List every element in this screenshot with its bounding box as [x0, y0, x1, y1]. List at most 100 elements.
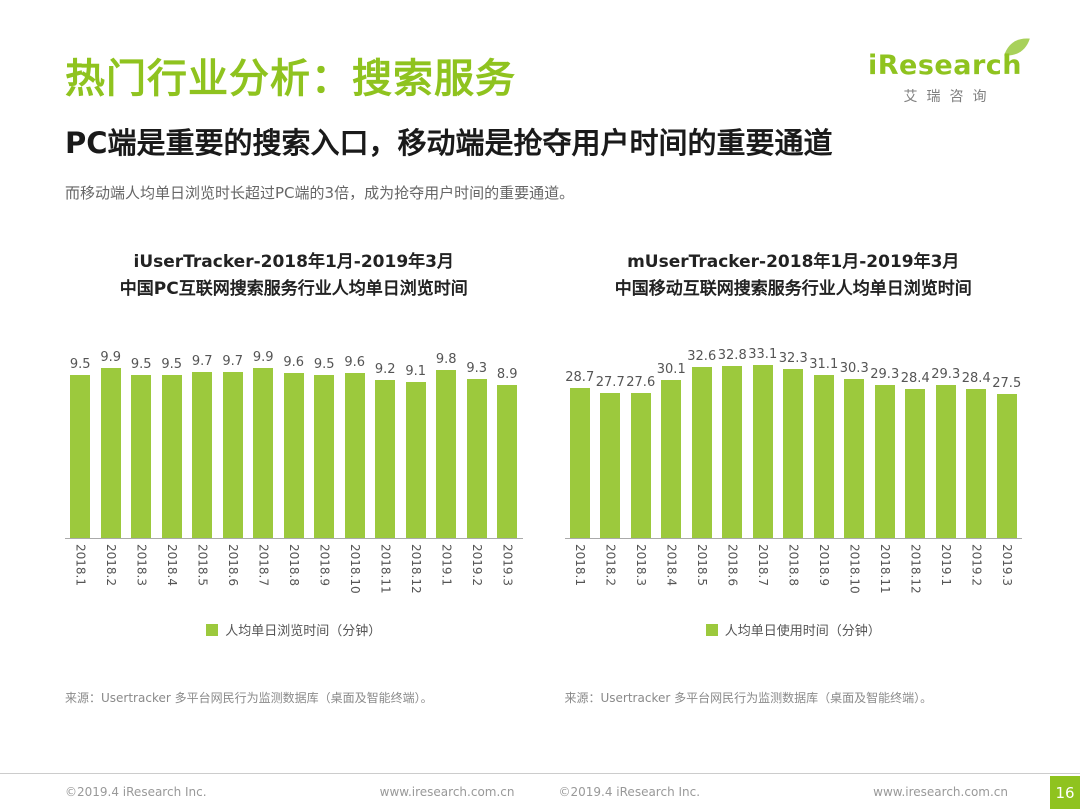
bar — [131, 375, 151, 539]
website-url[interactable]: www.iresearch.com.cn — [379, 785, 515, 799]
bar-value-label: 28.4 — [900, 371, 930, 387]
x-axis-slot: 2018.8 — [778, 544, 809, 606]
bar-value-label: 27.6 — [626, 375, 656, 391]
chart-title-line1: mUserTracker-2018年1月-2019年3月 — [627, 252, 960, 272]
x-axis-slot: 2018.4 — [656, 544, 687, 606]
bar — [222, 371, 243, 539]
bar — [905, 389, 925, 539]
x-axis-label: 2018.11 — [877, 544, 892, 594]
x-axis-label: 2018.6 — [725, 544, 740, 587]
bar-value-label: 9.3 — [466, 360, 488, 376]
x-axis-label: 2018.1 — [572, 544, 587, 587]
x-axis-label: 2019.3 — [500, 544, 515, 587]
leaf-icon — [1004, 38, 1030, 56]
plot-area: 28.7 27.7 27.6 30.1 32.6 32.8 33.1 32.3 31.1 30.3… — [564, 346, 1023, 540]
logo-wordmark: iResearch — [867, 50, 1022, 81]
chart-title-line2: 中国移动互联网搜索服务行业人均单日浏览时间 — [614, 279, 972, 300]
x-axis-label: 2018.10 — [847, 544, 862, 594]
bar-column: 33.1 — [748, 346, 779, 539]
bar — [874, 384, 895, 539]
bar — [630, 393, 651, 539]
bar — [314, 375, 334, 539]
x-axis-label: 2018.9 — [317, 544, 332, 587]
bar — [283, 373, 304, 539]
x-axis-label: 2018.2 — [103, 544, 118, 587]
bar — [966, 389, 986, 539]
bar-column: 32.6 — [687, 349, 718, 539]
bar-column: 32.3 — [778, 349, 809, 539]
x-axis-slot: 2018.1 — [65, 544, 96, 606]
bar-value-label: 31.1 — [809, 357, 839, 373]
x-axis-slot: 2018.6 — [717, 544, 748, 606]
bar-column: 27.6 — [626, 349, 657, 539]
x-axis-slot: 2019.1 — [931, 544, 962, 606]
bar — [100, 368, 121, 539]
x-axis-slot: 2019.1 — [431, 544, 462, 606]
bar-value-label: 9.5 — [69, 357, 91, 373]
bar-value-label: 27.5 — [992, 376, 1022, 392]
chart-title-line1: iUserTracker-2018年1月-2019年3月 — [133, 252, 455, 272]
x-axis-label: 2018.10 — [347, 544, 362, 594]
bar-column: 28.4 — [900, 349, 931, 539]
footer-right: ©2019.4 iResearch Inc. www.iresearch.com… — [537, 785, 1080, 799]
chart-title: iUserTracker-2018年1月-2019年3月 中国PC互联网搜索服务… — [65, 249, 523, 303]
bar-value-label: 30.3 — [839, 361, 869, 377]
x-axis-slot: 2018.2 — [595, 544, 626, 606]
legend-label: 人均单日使用时间（分钟） — [724, 624, 881, 640]
x-axis-labels: 2018.1 2018.2 2018.3 2018.4 2018.5 2018.6 2018… — [65, 544, 523, 606]
bar-column: 9.6 — [279, 349, 310, 539]
bar — [569, 387, 590, 539]
bar-value-label: 32.8 — [717, 348, 747, 364]
chart-pc-search: iUserTracker-2018年1月-2019年3月 中国PC互联网搜索服务… — [65, 249, 523, 706]
x-axis-slot: 2018.1 — [565, 544, 596, 606]
x-axis-slot: 2019.3 — [492, 544, 523, 606]
x-axis-label: 2018.7 — [256, 544, 271, 587]
bar — [844, 379, 864, 539]
x-axis-label: 2019.1 — [439, 544, 454, 587]
bar — [813, 375, 834, 539]
x-axis-labels: 2018.1 2018.2 2018.3 2018.4 2018.5 2018.6 2018… — [565, 544, 1023, 606]
x-axis-label: 2018.5 — [694, 544, 709, 587]
bar-value-label: 28.7 — [565, 369, 595, 385]
bar-column: 9.3 — [462, 349, 493, 539]
website-url[interactable]: www.iresearch.com.cn — [873, 785, 1008, 799]
header: 热门行业分析：搜索服务 PC端是重要的搜索入口，移动端是抢夺用户时间的重要通道 … — [0, 0, 1080, 162]
bar-column: 28.4 — [961, 349, 992, 539]
bar-column: 9.5 — [157, 349, 188, 539]
bar — [192, 371, 212, 539]
charts-row: iUserTracker-2018年1月-2019年3月 中国PC互联网搜索服务… — [0, 249, 1080, 706]
bar — [722, 366, 742, 539]
legend: 人均单日使用时间（分钟） — [565, 620, 1023, 639]
x-axis-label: 2018.8 — [786, 544, 801, 587]
header-titles: 热门行业分析：搜索服务 PC端是重要的搜索入口，移动端是抢夺用户时间的重要通道 — [65, 46, 833, 162]
chart-mobile-search: mUserTracker-2018年1月-2019年3月 中国移动互联网搜索服务… — [564, 249, 1023, 706]
bar — [600, 392, 620, 539]
x-axis-slot: 2018.6 — [218, 544, 249, 606]
x-axis-slot: 2018.3 — [626, 544, 657, 606]
bar-value-label: 28.4 — [961, 371, 991, 387]
iresearch-logo: iResearch 艾瑞咨询 — [867, 38, 1030, 106]
x-axis-slot: 2018.9 — [309, 544, 340, 606]
bar-column: 27.5 — [992, 349, 1023, 539]
bar — [344, 373, 365, 539]
x-axis-label: 2018.7 — [755, 544, 770, 587]
x-axis-slot: 2018.2 — [96, 544, 127, 606]
bar — [935, 384, 956, 539]
x-axis-label: 2018.3 — [633, 544, 648, 587]
bar-column: 29.3 — [870, 349, 901, 539]
bar-value-label: 27.7 — [595, 374, 625, 390]
x-axis-slot: 2018.5 — [687, 544, 718, 606]
x-axis-slot: 2018.4 — [157, 544, 188, 606]
bar-value-label: 33.1 — [748, 346, 778, 362]
bar — [253, 368, 273, 539]
bar — [375, 380, 395, 539]
bar-column: 9.5 — [126, 349, 157, 539]
bar — [783, 368, 803, 539]
x-axis-slot: 2018.12 — [900, 544, 931, 606]
bar-value-label: 9.6 — [344, 355, 366, 371]
x-axis-label: 2019.3 — [999, 544, 1014, 587]
bar — [405, 382, 426, 539]
copyright-text: ©2019.4 iResearch Inc. — [558, 785, 701, 799]
page-subtitle: PC端是重要的搜索入口，移动端是抢夺用户时间的重要通道 — [65, 126, 833, 160]
chart-title-line2: 中国PC互联网搜索服务行业人均单日浏览时间 — [119, 279, 468, 300]
